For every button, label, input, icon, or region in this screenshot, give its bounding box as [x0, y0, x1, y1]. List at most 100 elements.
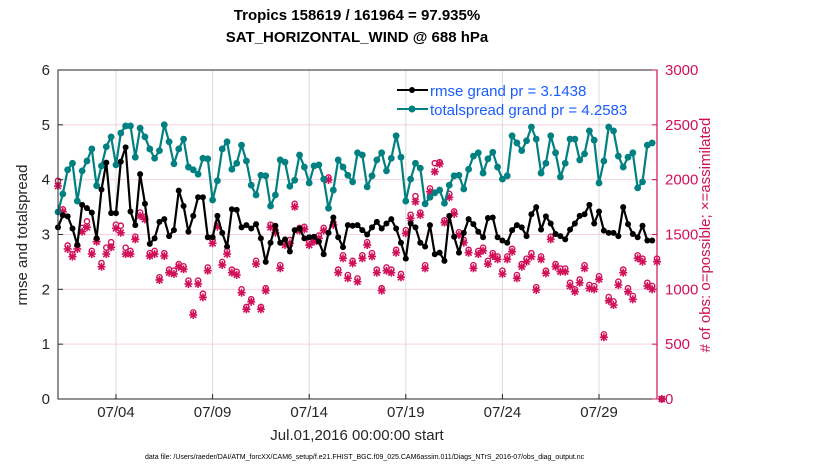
rmse-point — [175, 187, 182, 194]
rmse-point — [533, 204, 540, 211]
totalspread-point — [614, 152, 622, 160]
obs-assimilated-stroke — [416, 211, 424, 219]
obs-assimilated-stroke — [542, 269, 550, 277]
obs-assimilated-stroke — [83, 223, 91, 231]
obs-assimilated-marker — [657, 395, 666, 403]
obs-assimilated-stroke — [547, 235, 555, 243]
totalspread-point — [93, 182, 101, 190]
obs-assimilated-marker — [232, 270, 241, 279]
totalspread-point — [358, 151, 366, 159]
rmse-point — [383, 220, 390, 227]
y-tick-label-left: 1 — [42, 336, 50, 353]
totalspread-point — [247, 181, 255, 189]
obs-assimilated-stroke — [605, 297, 613, 305]
obs-assimilated-stroke — [527, 253, 535, 261]
totalspread-point — [214, 177, 221, 185]
rmse-point — [605, 229, 612, 236]
rmse-point — [509, 227, 516, 234]
obs-assimilated-stroke — [64, 245, 72, 253]
totalspread-point — [218, 145, 226, 153]
rmse-point — [228, 206, 235, 213]
rmse-point — [426, 222, 433, 229]
totalspread-point — [204, 155, 212, 163]
rmse-point — [513, 222, 520, 229]
rmse-point — [117, 158, 124, 165]
obs-assimilated-marker — [527, 252, 536, 261]
rmse-point — [523, 233, 530, 240]
obs-assimilated-stroke — [209, 239, 217, 247]
totalspread-point — [334, 156, 342, 164]
obs-assimilated-stroke — [600, 333, 608, 341]
rmse-point — [199, 194, 206, 201]
rmse-point — [634, 234, 641, 241]
obs-assimilated-stroke — [223, 250, 231, 258]
obs-assimilated-stroke — [590, 285, 598, 293]
obs-assimilated-marker — [63, 244, 72, 253]
rmse-point — [581, 211, 588, 218]
obs-assimilated-marker — [575, 278, 584, 287]
totalspread-point — [436, 186, 444, 194]
rmse-point — [393, 225, 400, 232]
obs-assimilated-marker — [590, 285, 599, 294]
x-tick-label: 07/14 — [290, 404, 328, 421]
obs-assimilated-stroke — [474, 250, 482, 258]
obs-assimilated-marker — [512, 274, 521, 283]
rmse-point — [340, 244, 347, 251]
obs-assimilated-stroke — [658, 395, 666, 403]
rmse-point — [359, 227, 366, 234]
obs-assimilated-marker — [334, 268, 343, 277]
obs-assimilated-marker — [223, 250, 232, 259]
chart-title-line-2: SAT_HORIZONTAL_WIND @ 688 hPa — [226, 29, 489, 46]
obs-assimilated-marker — [387, 268, 396, 277]
obs-assimilated-stroke — [445, 193, 453, 201]
obs-assimilated-stroke — [237, 289, 246, 297]
obs-assimilated-marker — [561, 267, 570, 276]
totalspread-point — [59, 190, 67, 198]
obs-assimilated-stroke — [88, 250, 96, 258]
obs-assimilated-stroke — [334, 269, 342, 277]
obs-assimilated-stroke — [262, 287, 270, 295]
obs-assimilated-marker — [358, 254, 367, 263]
obs-assimilated-stroke — [595, 275, 603, 283]
x-tick-label: 07/29 — [580, 404, 618, 421]
data-file-footer: data file: /Users/raeder/DAI/ATM_forcXX/… — [145, 454, 585, 461]
totalspread-point — [363, 183, 371, 191]
rmse-point — [59, 212, 66, 219]
obs-assimilated-marker — [585, 284, 594, 293]
y-axis-label-right: # of obs: o=possible; ×=assimilated — [697, 118, 714, 353]
rmse-point — [349, 222, 356, 229]
obs-assimilated-marker — [87, 250, 96, 259]
totalspread-point — [416, 164, 424, 172]
rmse-point — [373, 218, 380, 225]
obs-assimilated-marker — [580, 264, 589, 273]
rmse-point — [422, 243, 429, 250]
obs-assimilated-marker — [348, 259, 357, 268]
obs-assimilated-stroke — [619, 269, 627, 277]
obs-assimilated-stroke — [397, 273, 405, 281]
obs-assimilated-stroke — [407, 214, 415, 222]
rmse-point — [98, 186, 105, 193]
totalspread-point — [180, 135, 187, 143]
totalspread-point — [421, 200, 429, 208]
totalspread-point — [107, 133, 115, 141]
obs-assimilated-stroke — [440, 219, 449, 227]
obs-assimilated-marker — [261, 286, 270, 295]
rmse-point — [649, 237, 656, 244]
y-axis-label-left: rmse and totalspread — [14, 165, 31, 306]
rmse-point — [344, 222, 351, 229]
obs-assimilated-stroke — [498, 270, 506, 278]
obs-assimilated-marker — [464, 248, 473, 257]
rmse-point — [141, 200, 148, 207]
obs-assimilated-stroke — [634, 254, 642, 262]
obs-assimilated-stroke — [551, 263, 560, 271]
y-tick-label-left: 3 — [42, 227, 50, 244]
obs-assimilated-stroke — [609, 301, 618, 309]
obs-assimilated-stroke — [165, 269, 173, 277]
obs-assimilated-stroke — [532, 286, 540, 294]
obs-assimilated-stroke — [489, 252, 497, 260]
obs-assimilated-marker — [150, 250, 159, 259]
totalspread-point — [600, 157, 608, 165]
rmse-point — [209, 234, 216, 241]
obs-assimilated-marker — [256, 305, 265, 314]
